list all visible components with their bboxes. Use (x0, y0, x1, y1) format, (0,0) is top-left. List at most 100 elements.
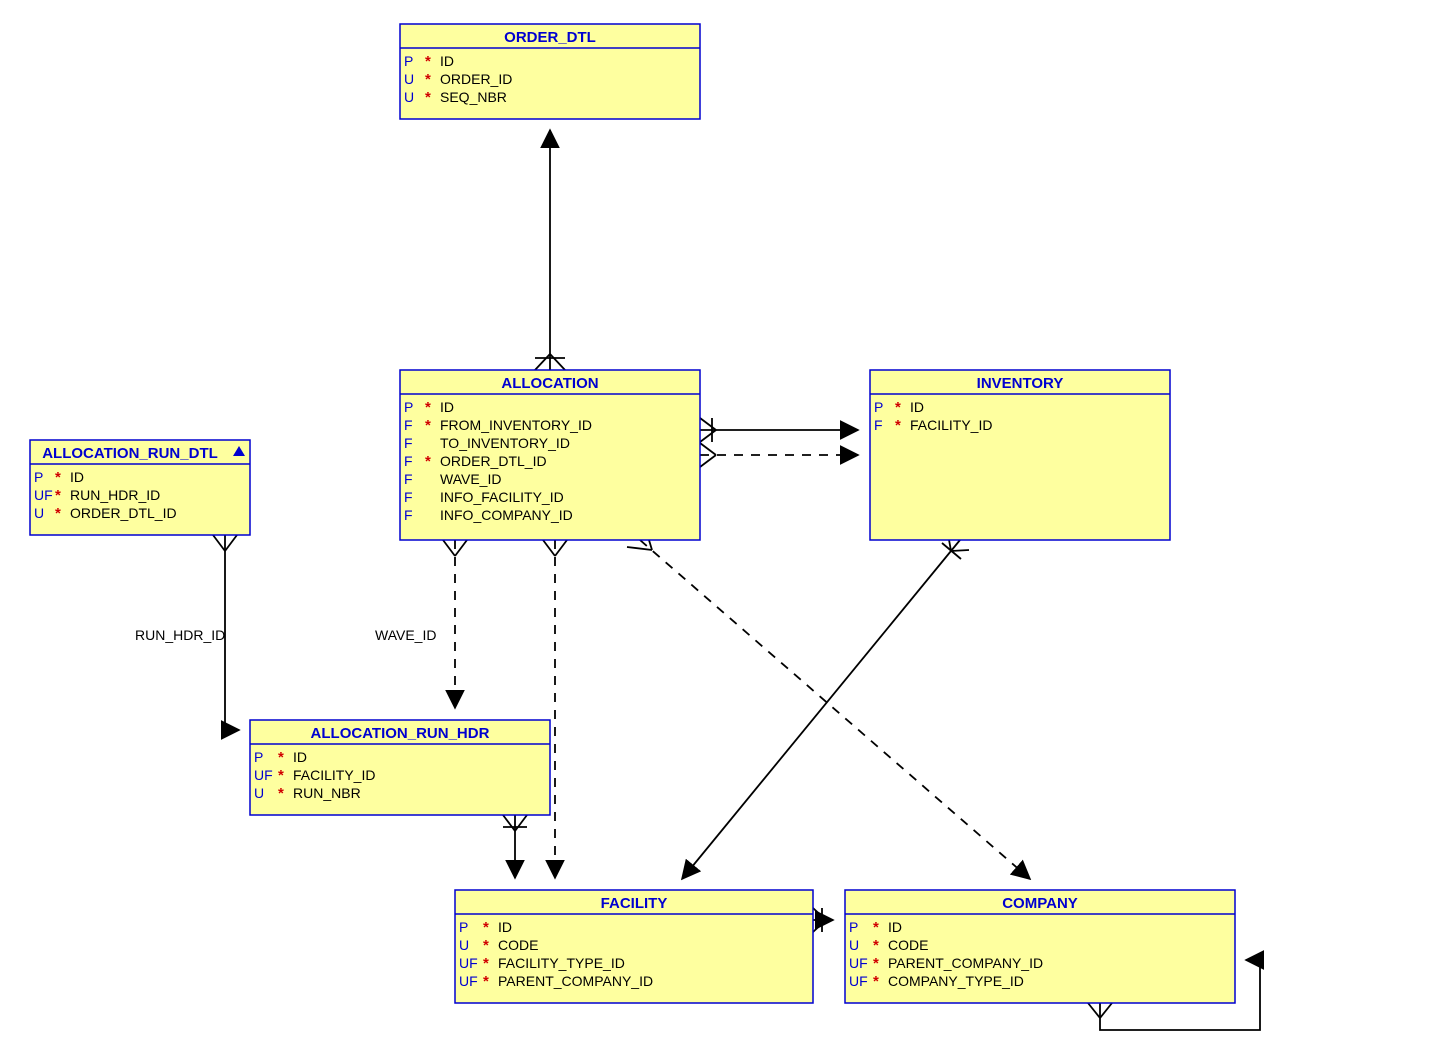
entity-allocation: ALLOCATION P * ID F * FROM_INVENTORY_ID … (400, 370, 700, 540)
attr-star: * (55, 469, 61, 486)
entity-title: ORDER_DTL (504, 29, 596, 46)
entity-title: COMPANY (1002, 895, 1078, 912)
rel-allocation-orderdtl (535, 130, 565, 370)
attr-name: FACILITY_TYPE_ID (498, 955, 625, 971)
rel-facility-company (813, 908, 833, 932)
entity-allocation-run-hdr: ALLOCATION_RUN_HDR P * ID UF * FACILITY_… (250, 720, 550, 815)
attr-name: ID (910, 399, 924, 415)
er-diagram-canvas: WAVE_ID RUN_HDR_ID (0, 0, 1429, 1048)
attr-name: CODE (888, 937, 928, 953)
attr-key: F (404, 471, 413, 487)
attr-key: P (34, 469, 43, 485)
attr-star: * (425, 71, 431, 88)
attr-name: PARENT_COMPANY_ID (498, 973, 653, 989)
rel-allocation-runhdr: WAVE_ID (375, 540, 467, 708)
rel-allocation-company (627, 530, 1030, 879)
attr-star: * (873, 955, 879, 972)
attr-key: P (404, 53, 413, 69)
attr-star: * (895, 399, 901, 416)
attr-star: * (278, 767, 284, 784)
attr-key: UF (34, 487, 53, 503)
attr-star: * (895, 417, 901, 434)
attr-key: F (404, 453, 413, 469)
attr-key: U (404, 71, 414, 87)
attr-key: P (874, 399, 883, 415)
attr-key: F (404, 435, 413, 451)
entity-company: COMPANY P * ID U * CODE UF * PARENT_COMP… (845, 890, 1235, 1003)
attr-name: INFO_COMPANY_ID (440, 507, 573, 523)
attr-star: * (425, 53, 431, 70)
attr-name: WAVE_ID (440, 471, 501, 487)
attr-key: U (254, 785, 264, 801)
attr-name: INFO_FACILITY_ID (440, 489, 564, 505)
attr-name: RUN_HDR_ID (70, 487, 160, 503)
entity-title: FACILITY (601, 895, 668, 912)
attr-name: ID (440, 53, 454, 69)
entity-order-dtl: ORDER_DTL P * ID U * ORDER_ID U * SEQ_NB… (400, 24, 700, 119)
attr-key: P (404, 399, 413, 415)
attr-key: U (34, 505, 44, 521)
attr-star: * (873, 973, 879, 990)
attr-key: UF (254, 767, 273, 783)
attr-name: ORDER_DTL_ID (70, 505, 177, 521)
rel-inventory-facility (682, 534, 969, 879)
attr-star: * (278, 785, 284, 802)
attr-key: F (404, 507, 413, 523)
attr-key: F (404, 417, 413, 433)
attr-key: UF (459, 973, 478, 989)
attr-key: P (459, 919, 468, 935)
attr-name: SEQ_NBR (440, 89, 507, 105)
rel-allocation-inventory-from (700, 418, 858, 442)
attr-name: FACILITY_ID (293, 767, 375, 783)
entity-title: ALLOCATION_RUN_HDR (311, 725, 490, 742)
rel-allocation-facility (543, 540, 567, 878)
attr-name: ID (498, 919, 512, 935)
attr-star: * (425, 89, 431, 106)
attr-star: * (873, 919, 879, 936)
attr-name: ORDER_ID (440, 71, 512, 87)
attr-star: * (425, 453, 431, 470)
rel-allocation-inventory-to (700, 443, 858, 467)
attr-key: P (254, 749, 263, 765)
attr-key: UF (849, 973, 868, 989)
attr-star: * (55, 505, 61, 522)
entity-title: ALLOCATION (501, 375, 598, 392)
attr-key: F (404, 489, 413, 505)
attr-key: UF (459, 955, 478, 971)
attr-star: * (483, 973, 489, 990)
attr-name: RUN_NBR (293, 785, 361, 801)
entity-inventory: INVENTORY P * ID F * FACILITY_ID (870, 370, 1170, 540)
attr-star: * (483, 955, 489, 972)
attr-key: U (849, 937, 859, 953)
entity-title: INVENTORY (977, 375, 1064, 392)
rel-runhdr-facility (503, 815, 527, 878)
attr-key: U (404, 89, 414, 105)
attr-name: ID (440, 399, 454, 415)
entity-facility: FACILITY P * ID U * CODE UF * FACILITY_T… (455, 890, 813, 1003)
attr-name: COMPANY_TYPE_ID (888, 973, 1024, 989)
attr-name: ID (888, 919, 902, 935)
attr-name: FROM_INVENTORY_ID (440, 417, 592, 433)
attr-star: * (873, 937, 879, 954)
attr-key: UF (849, 955, 868, 971)
attr-key: P (849, 919, 858, 935)
attr-star: * (483, 937, 489, 954)
attr-star: * (483, 919, 489, 936)
attr-name: ID (70, 469, 84, 485)
attr-name: ID (293, 749, 307, 765)
attr-name: TO_INVENTORY_ID (440, 435, 570, 451)
attr-name: ORDER_DTL_ID (440, 453, 547, 469)
attr-key: U (459, 937, 469, 953)
entity-title: ALLOCATION_RUN_DTL (42, 445, 218, 462)
attr-star: * (425, 417, 431, 434)
attr-star: * (55, 487, 61, 504)
attr-star: * (425, 399, 431, 416)
attr-key: F (874, 417, 883, 433)
entity-allocation-run-dtl: ALLOCATION_RUN_DTL P * ID UF * RUN_HDR_I… (30, 440, 250, 535)
label-run-hdr-id: RUN_HDR_ID (135, 627, 225, 643)
rel-rundtl-runhdr: RUN_HDR_ID (135, 535, 239, 730)
attr-star: * (278, 749, 284, 766)
attr-name: PARENT_COMPANY_ID (888, 955, 1043, 971)
attr-name: FACILITY_ID (910, 417, 992, 433)
attr-name: CODE (498, 937, 538, 953)
